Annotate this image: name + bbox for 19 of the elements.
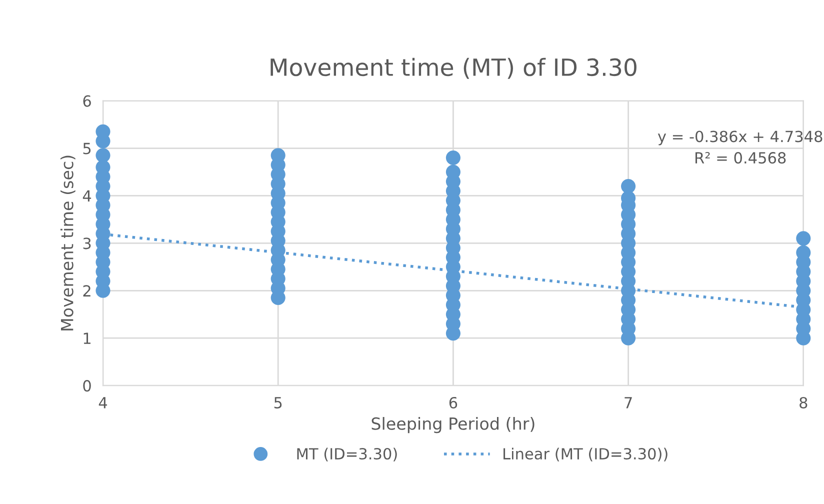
y-tick-label: 2 xyxy=(83,285,90,296)
y-tick-label: 6 xyxy=(83,95,91,107)
legend-label: MT (ID=3.30) xyxy=(297,448,397,462)
legend-label: Linear (MT (ID=3.30)) xyxy=(504,448,668,462)
y-tick-label: 5 xyxy=(83,142,91,154)
annotation: y = -0.386x + 4.7348 xyxy=(658,130,822,146)
annotation: R² = 0.4568 xyxy=(696,152,786,164)
x-tick-label: 6 xyxy=(449,396,458,408)
x-tick-label: 8 xyxy=(800,396,808,408)
y-tick-label: 1 xyxy=(84,332,90,344)
chart-title: Movement time (MT) of ID 3.30 xyxy=(270,58,636,79)
x-tick-label: 4 xyxy=(98,397,108,408)
y-tick-label: 3 xyxy=(83,238,91,250)
y-axis-title: Movement time (sec) xyxy=(60,156,76,330)
y-tick-label: 0 xyxy=(83,380,91,392)
x-axis-title: Sleeping Period (hr) xyxy=(372,417,534,434)
x-tick-label: 7 xyxy=(624,397,632,408)
y-tick-label: 4 xyxy=(82,190,92,202)
x-tick-label: 5 xyxy=(274,397,282,408)
